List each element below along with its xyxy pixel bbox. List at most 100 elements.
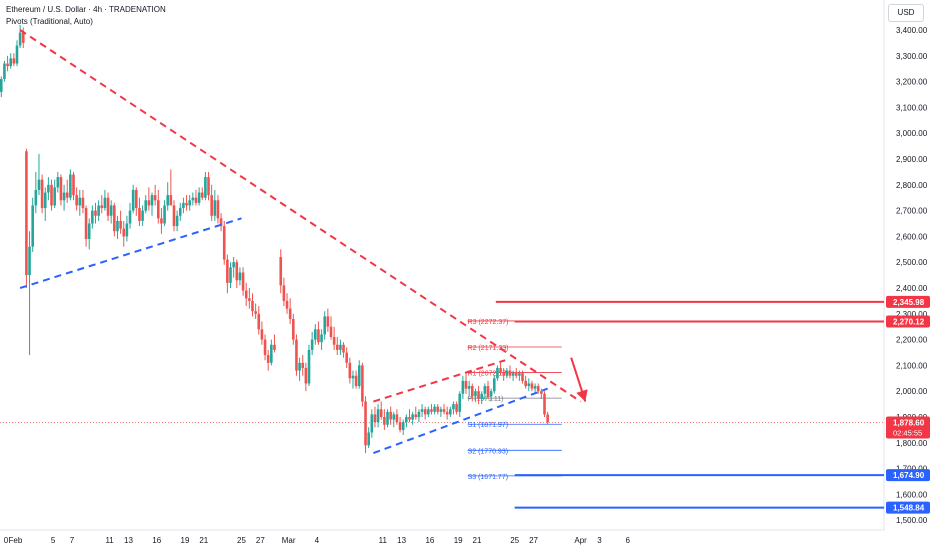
candle[interactable] (53, 179, 56, 209)
candle[interactable] (430, 404, 433, 415)
candle[interactable] (0, 76, 3, 98)
candle[interactable] (313, 324, 317, 345)
candle[interactable] (411, 411, 414, 425)
candle[interactable] (248, 288, 251, 309)
candle[interactable] (332, 326, 336, 350)
candle[interactable] (191, 192, 195, 206)
candle[interactable] (78, 189, 82, 216)
candle[interactable] (527, 378, 531, 392)
candle[interactable] (169, 169, 173, 206)
candle[interactable] (514, 367, 518, 379)
candle[interactable] (175, 210, 179, 232)
candle[interactable] (423, 406, 427, 420)
candle[interactable] (229, 262, 232, 288)
candle[interactable] (361, 362, 364, 407)
candle[interactable] (185, 195, 188, 211)
candle[interactable] (354, 370, 358, 389)
candle[interactable] (270, 339, 273, 366)
candle[interactable] (172, 200, 176, 232)
candle[interactable] (373, 406, 377, 428)
candle[interactable] (339, 339, 342, 356)
candle[interactable] (106, 192, 110, 221)
candle[interactable] (414, 406, 418, 420)
candle[interactable] (536, 383, 540, 394)
candle[interactable] (147, 187, 151, 211)
candle[interactable] (178, 202, 182, 221)
candle[interactable] (266, 349, 270, 371)
candle[interactable] (511, 370, 515, 381)
candle[interactable] (135, 187, 138, 216)
candle[interactable] (464, 373, 468, 394)
candle[interactable] (194, 189, 198, 206)
candle[interactable] (467, 380, 471, 397)
candle[interactable] (417, 409, 421, 423)
candle[interactable] (59, 174, 63, 206)
candle[interactable] (141, 205, 144, 227)
candle[interactable] (310, 331, 314, 356)
candle[interactable] (401, 419, 405, 436)
candle[interactable] (81, 189, 85, 214)
candle[interactable] (320, 329, 323, 350)
candle[interactable] (386, 409, 389, 428)
candle[interactable] (226, 254, 229, 294)
candle[interactable] (367, 427, 370, 448)
candle[interactable] (376, 404, 380, 428)
candle[interactable] (122, 220, 126, 247)
candle[interactable] (144, 195, 148, 214)
candle[interactable] (25, 148, 28, 288)
candle[interactable] (43, 187, 47, 221)
candle[interactable] (241, 267, 245, 296)
candle[interactable] (47, 177, 50, 201)
candle[interactable] (342, 342, 345, 358)
candle[interactable] (235, 259, 239, 288)
candle[interactable] (546, 411, 549, 425)
candle[interactable] (533, 383, 537, 394)
candle[interactable] (260, 321, 264, 345)
candle[interactable] (62, 184, 66, 211)
candle[interactable] (31, 197, 34, 252)
candle[interactable] (357, 360, 361, 389)
candle[interactable] (244, 282, 248, 307)
candle[interactable] (295, 334, 298, 376)
candle[interactable] (461, 375, 465, 399)
candle[interactable] (238, 267, 242, 286)
candle[interactable] (213, 189, 217, 221)
candle[interactable] (9, 53, 13, 69)
candle[interactable] (364, 396, 367, 454)
candle[interactable] (433, 404, 436, 415)
candle[interactable] (219, 213, 223, 232)
candle[interactable] (128, 202, 132, 229)
candle[interactable] (530, 380, 534, 392)
trendline[interactable] (373, 387, 548, 455)
candle[interactable] (458, 391, 462, 417)
candle[interactable] (345, 347, 348, 368)
candle[interactable] (160, 208, 163, 234)
candle[interactable] (392, 411, 396, 428)
candle[interactable] (323, 311, 327, 340)
candle[interactable] (222, 220, 226, 265)
candle[interactable] (166, 182, 170, 211)
candle[interactable] (65, 179, 69, 203)
candle[interactable] (153, 184, 157, 206)
candle[interactable] (37, 153, 41, 196)
trendline[interactable] (19, 217, 242, 289)
candle[interactable] (455, 401, 458, 415)
candle[interactable] (156, 189, 160, 224)
candle[interactable] (298, 357, 301, 381)
candle[interactable] (204, 171, 207, 201)
candle[interactable] (477, 386, 480, 405)
candle[interactable] (348, 357, 352, 384)
candle[interactable] (197, 187, 201, 206)
candle[interactable] (6, 55, 9, 72)
candle[interactable] (449, 406, 452, 417)
candle[interactable] (263, 334, 267, 361)
candle[interactable] (40, 174, 44, 214)
candle[interactable] (103, 189, 107, 211)
candle[interactable] (329, 316, 333, 340)
candle[interactable] (216, 195, 220, 224)
candle[interactable] (257, 306, 261, 335)
candle[interactable] (3, 60, 6, 82)
candle[interactable] (72, 171, 75, 201)
candle[interactable] (119, 210, 122, 234)
candle[interactable] (200, 187, 204, 201)
